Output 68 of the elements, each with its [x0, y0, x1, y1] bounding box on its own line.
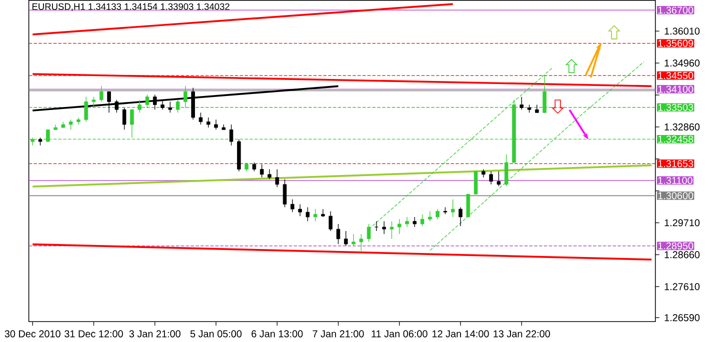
ref-line-label: 1.30600: [658, 192, 694, 200]
y-tick-label: 1.28660: [664, 251, 700, 258]
x-tick-label: 30 Dec 2010: [4, 330, 60, 338]
candlestick: [198, 112, 203, 125]
candlestick: [466, 194, 470, 218]
candlestick: [428, 210, 432, 222]
candlestick: [398, 218, 402, 234]
candlestick: [306, 207, 310, 222]
candlestick: [68, 119, 73, 130]
x-tick-label: 12 Jan 14:00: [432, 330, 489, 338]
candlestick: [535, 104, 539, 114]
candlestick: [100, 86, 104, 102]
candlestick: [328, 210, 332, 232]
candlestick: [290, 199, 294, 213]
y-tick-label: 1.34960: [664, 60, 700, 67]
candlestick: [359, 234, 364, 252]
y-tick-label: 1.36010: [664, 28, 700, 35]
candlestick: [405, 216, 409, 228]
candlestick: [352, 234, 356, 246]
ref-line-label: 1.31653: [658, 160, 694, 168]
candlestick: [122, 108, 126, 130]
ref-line-label: 1.34550: [658, 72, 694, 80]
candlestick: [298, 204, 302, 217]
x-tick-label: 11 Jan 06:00: [372, 330, 428, 338]
candlestick: [275, 169, 280, 188]
y-tick-label: 1.32860: [664, 124, 700, 131]
candlestick: [374, 221, 378, 232]
ref-line-label: 1.33503: [658, 104, 694, 112]
candlestick: [390, 221, 394, 240]
candlestick: [436, 208, 440, 220]
candlestick: [474, 171, 478, 195]
candlestick: [412, 216, 417, 228]
candlestick: [450, 199, 455, 218]
ref-line-label: 1.34100: [658, 86, 694, 93]
ref-line-label: 1.31100: [658, 177, 692, 184]
y-tick-label: 1.27610: [664, 283, 700, 290]
candlestick: [520, 96, 524, 110]
candlestick: [313, 208, 318, 222]
x-tick-label: 13 Jan 22:00: [494, 330, 550, 338]
candlestick: [229, 124, 234, 146]
candlestick: [382, 221, 386, 234]
ref-line-label: 1.35609: [658, 40, 694, 47]
x-tick-label: 6 Jan 13:00: [252, 330, 303, 338]
ref-line-label: 1.28950: [658, 242, 694, 250]
x-tick-label: 5 Jan 05:00: [190, 330, 242, 338]
candlestick: [76, 117, 80, 125]
candlestick: [496, 171, 501, 187]
y-tick-label: 1.29710: [664, 219, 700, 226]
candlestick: [489, 171, 493, 185]
candlestick: [268, 169, 272, 180]
candlestick: [321, 208, 325, 218]
x-tick-label: 7 Jan 21:00: [312, 330, 364, 338]
candlestick: [206, 117, 210, 128]
y-tick-label: 1.26590: [664, 314, 700, 322]
candlestick: [336, 224, 340, 245]
candlestick: [260, 164, 264, 178]
candlestick: [420, 214, 424, 227]
candlestick: [482, 169, 486, 178]
candlestick: [504, 154, 508, 187]
candlestick: [344, 230, 348, 246]
x-tick-label: 31 Dec 12:00: [64, 330, 123, 338]
ref-line-label: 1.36700: [658, 6, 694, 14]
chart-title: EURUSD,H1 1.34133 1.34154 1.33903 1.34032: [32, 3, 230, 12]
candlestick: [458, 207, 462, 227]
ref-line-label: 1.32458: [658, 136, 694, 143]
candlestick: [214, 119, 218, 130]
candlestick: [282, 179, 287, 208]
x-tick-label: 3 Jan 21:00: [129, 330, 180, 338]
